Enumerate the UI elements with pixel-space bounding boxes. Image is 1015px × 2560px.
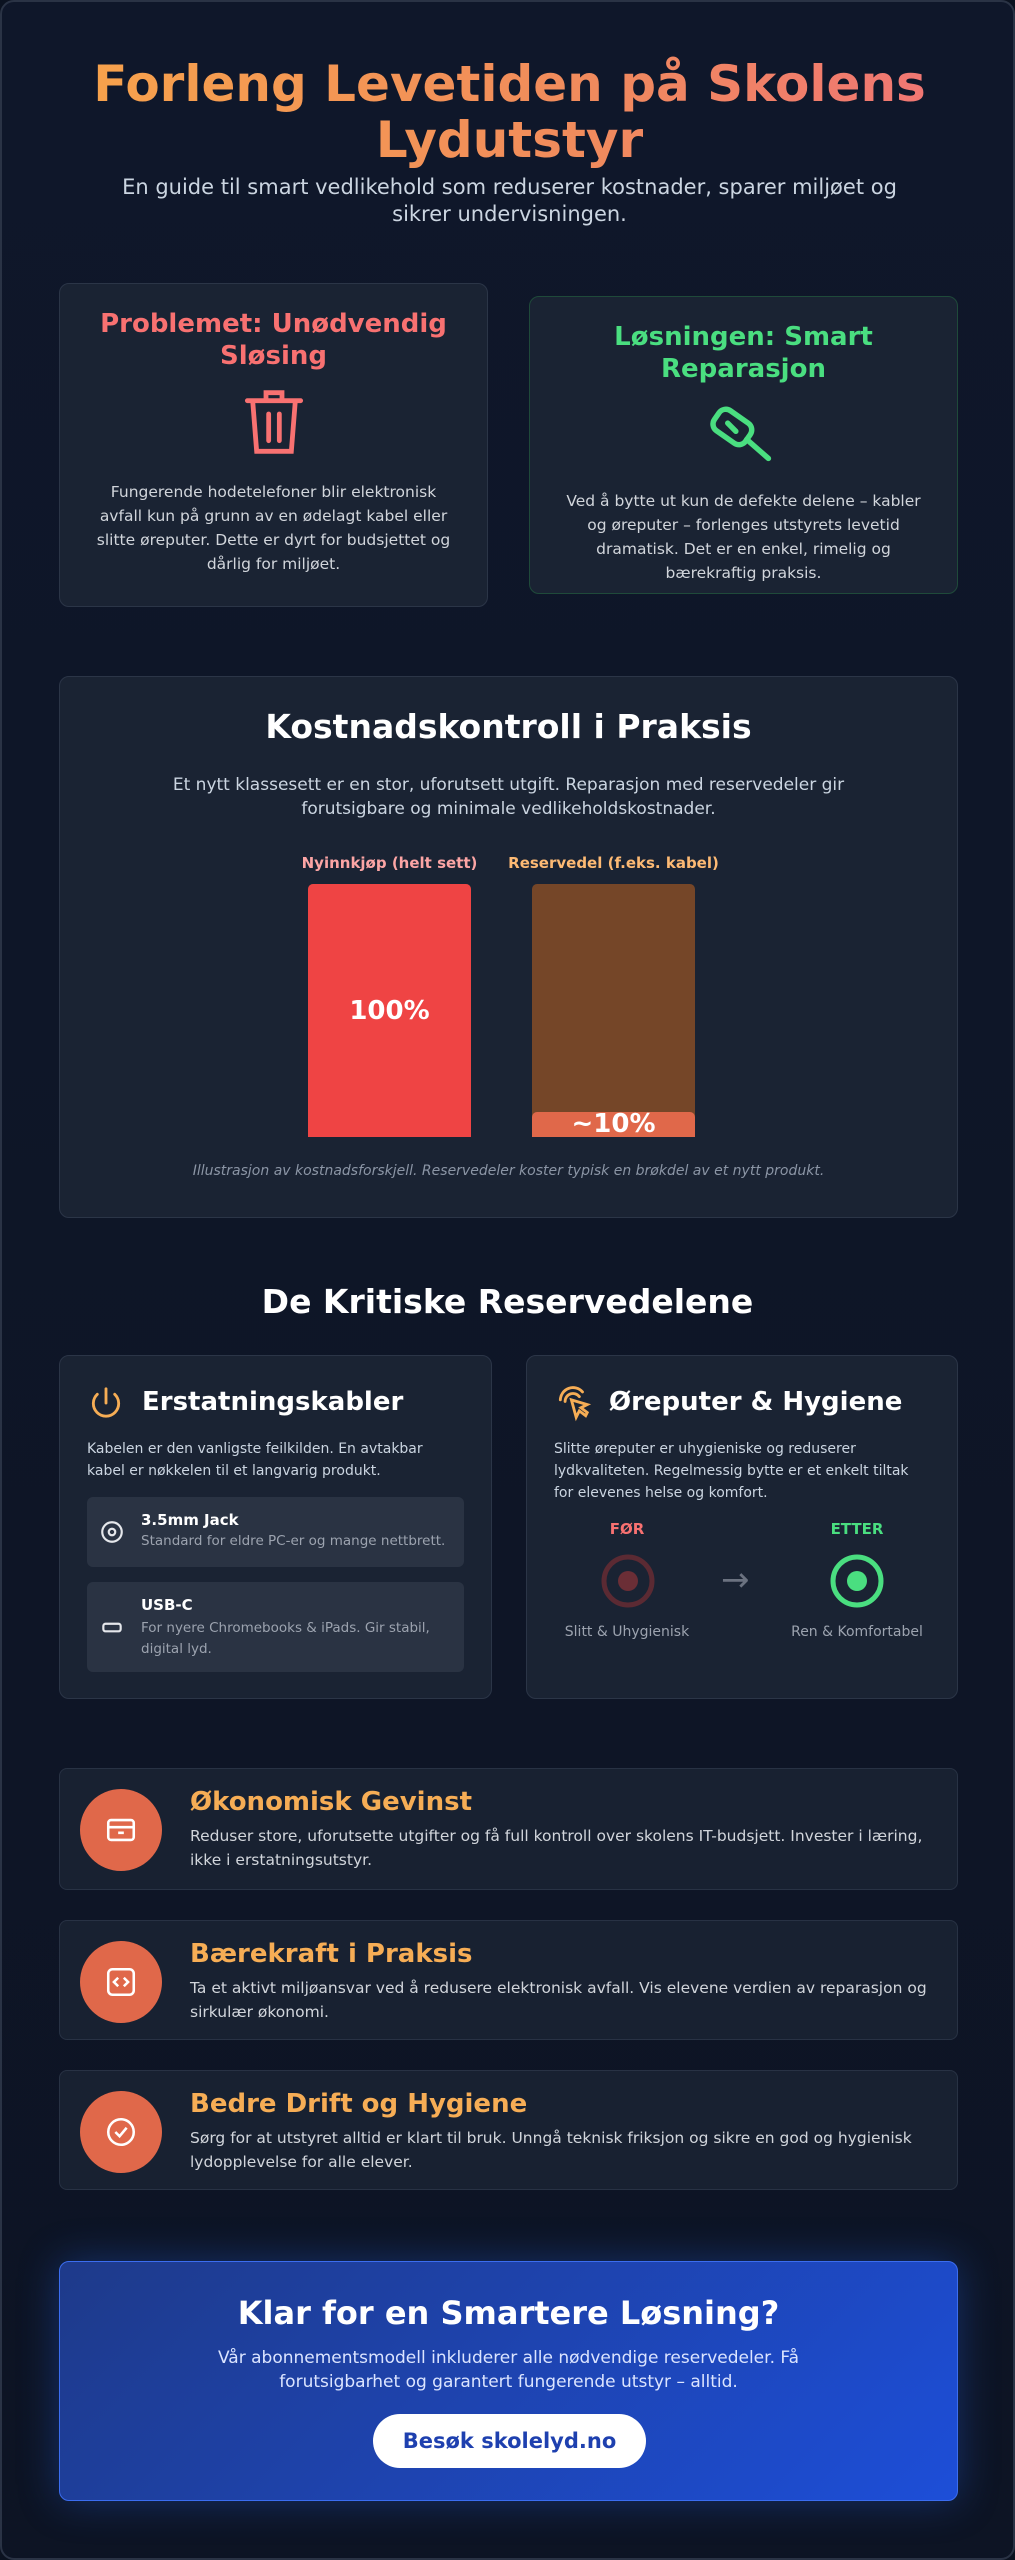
solution-title: Løsningen: Smart Reparasjon	[614, 322, 873, 384]
before-label: FØR	[609, 1520, 645, 1538]
jack-icon	[101, 1521, 123, 1543]
chart-caption: Illustrasjon av kostnadsforskjell. Reser…	[192, 1163, 825, 1179]
problem-text: Fungerende hodetelefoner blir elektronis…	[96, 483, 451, 573]
usbc-item: USB-C For nyere Chromebooks & iPads. Gir…	[87, 1582, 464, 1672]
bar-label: Reservedel (f.eks. kabel)	[508, 854, 719, 872]
power-icon	[91, 1387, 121, 1418]
cables-title: Erstatningskabler	[142, 1387, 404, 1417]
touch-icon	[558, 1386, 592, 1422]
cost-chart: Kostnadskontroll i Praksis Et nytt klass…	[59, 676, 958, 1218]
after-caption: Ren & Komfortabel	[791, 1624, 923, 1640]
earpads-title: Øreputer & Hygiene	[609, 1387, 903, 1417]
problem-card: Problemet: Unødvendig Sløsing Fungerende…	[59, 283, 488, 607]
benefit-row: Bedre Drift og Hygiene Sørg for at utsty…	[59, 2070, 958, 2190]
benefit-row: Økonomisk Gevinst Reduser store, uforuts…	[59, 1768, 958, 1890]
page-subtitle: En guide til smart vedlikehold som redus…	[122, 175, 897, 226]
benefit-text: Reduser store, uforutsette utgifter og f…	[190, 1827, 923, 1869]
bar-label: Nyinnkjøp (helt sett)	[301, 854, 478, 872]
chart-title: Kostnadskontroll i Praksis	[265, 707, 752, 746]
problem-title: Problemet: Unødvendig Sløsing	[100, 309, 447, 371]
cables-text: Kabelen er den vanligste feilkilden. En …	[87, 1441, 423, 1479]
benefit-icon	[80, 1789, 162, 1871]
value-label: ~10%	[571, 1109, 656, 1140]
earpads-text: Slitte øreputer er uhygieniske og reduse…	[554, 1441, 909, 1501]
benefit-icon	[80, 2091, 162, 2173]
item-desc: For nyere Chromebooks & iPads. Gir stabi…	[141, 1620, 430, 1657]
cta-title: Klar for en Smartere Løsning?	[237, 2294, 780, 2332]
item-name: 3.5mm Jack	[141, 1511, 239, 1529]
benefit-title: Bærekraft i Praksis	[190, 1939, 473, 1969]
after-label: ETTER	[830, 1520, 884, 1538]
value-label: 100%	[349, 995, 430, 1026]
benefit-text: Sørg for at utstyret alltid er klart til…	[190, 2129, 912, 2171]
earpads-card: Øreputer & Hygiene Slitte øreputer er uh…	[526, 1355, 958, 1699]
cta-button[interactable]: Besøk skolelyd.no	[373, 2414, 646, 2468]
item-name: USB-C	[141, 1596, 193, 1614]
before-icon	[601, 1554, 655, 1608]
page-title: Forleng Levetiden på Skolens Lydutstyr	[62, 56, 957, 168]
jack-item: 3.5mm Jack Standard for eldre PC-er og m…	[87, 1497, 464, 1567]
benefit-row: Bærekraft i Praksis Ta et aktivt miljøan…	[59, 1920, 958, 2040]
benefit-title: Bedre Drift og Hygiene	[190, 2089, 528, 2119]
trash-icon	[244, 390, 303, 454]
bar-track	[532, 884, 695, 1137]
bar	[308, 884, 471, 1137]
solution-card: Løsningen: Smart Reparasjon Ved å bytte …	[529, 296, 958, 594]
benefit-title: Økonomisk Gevinst	[190, 1787, 473, 1817]
benefit-icon	[80, 1941, 162, 2023]
after-icon	[830, 1554, 884, 1608]
solution-text: Ved å bytte ut kun de defekte delene – k…	[566, 492, 921, 582]
arrow: →	[721, 1560, 750, 1600]
before-caption: Slitt & Uhygienisk	[564, 1624, 690, 1640]
cables-card: Erstatningskabler Kabelen er den vanligs…	[59, 1355, 492, 1699]
bar	[532, 1111, 695, 1137]
usbc-icon	[102, 1622, 122, 1633]
repair-icon	[709, 406, 771, 462]
parts-title: De Kritiske Reservedelene	[261, 1282, 754, 1321]
item-desc: Standard for eldre PC-er og mange nettbr…	[141, 1533, 446, 1549]
chart-subtitle: Et nytt klassesett er en stor, uforutset…	[172, 775, 845, 819]
cta-panel: Klar for en Smartere Løsning? Vår abonne…	[59, 2261, 958, 2501]
cta-text: Vår abonnementsmodell inkluderer alle nø…	[217, 2348, 800, 2392]
benefit-text: Ta et aktivt miljøansvar ved å redusere …	[190, 1979, 927, 2021]
